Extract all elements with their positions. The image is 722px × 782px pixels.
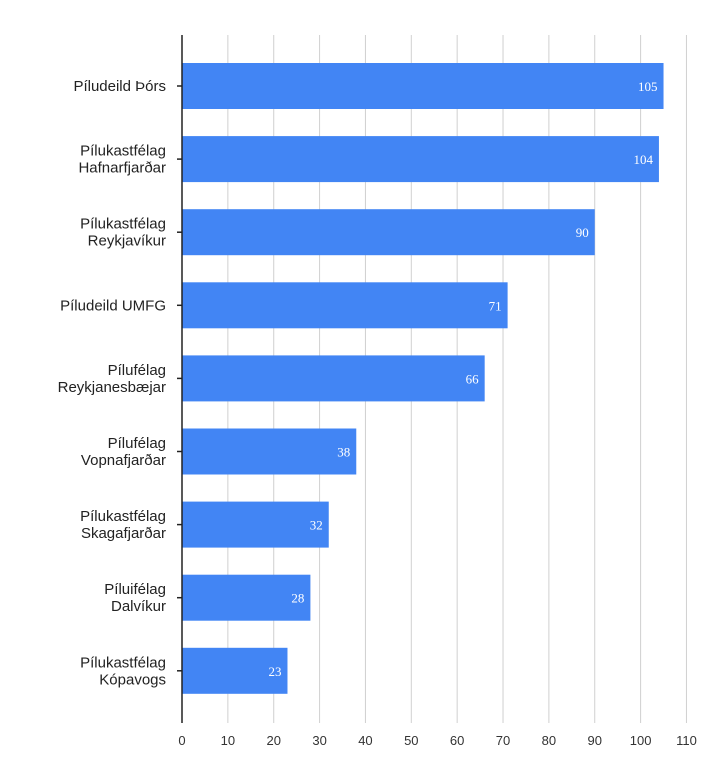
x-tick-label-60: 60 xyxy=(450,733,464,748)
category-label-line: Pílufélag xyxy=(108,362,166,379)
category-label-line: Pílufélag xyxy=(108,435,166,452)
data-label-1: 104 xyxy=(633,152,653,167)
x-tick-label-50: 50 xyxy=(404,733,418,748)
category-label-4: Pílufélag Reykjanesbæjar xyxy=(58,362,166,396)
category-label-line: Píluifélag xyxy=(104,581,166,598)
data-label-6: 32 xyxy=(310,518,323,533)
x-tick-label-0: 0 xyxy=(178,733,185,748)
x-tick-label-100: 100 xyxy=(630,733,652,748)
category-label-line: Kópavogs xyxy=(99,671,166,688)
bar-3 xyxy=(182,282,508,329)
category-label-line: Pílukastfélag xyxy=(80,216,166,233)
category-label-line: Píludeild Þórs xyxy=(73,78,166,95)
bar-0 xyxy=(182,63,664,109)
bar-5 xyxy=(182,428,357,475)
category-label-0: Píludeild Þórs xyxy=(73,78,166,95)
data-label-0: 105 xyxy=(638,79,658,94)
x-tick-label-20: 20 xyxy=(266,733,280,748)
x-tick-label-30: 30 xyxy=(312,733,326,748)
data-label-7: 28 xyxy=(291,591,304,606)
x-tick-label-80: 80 xyxy=(542,733,556,748)
category-label-7: Píluifélag Dalvíkur xyxy=(104,581,166,615)
category-label-line: Vopnafjarðar xyxy=(81,452,166,469)
category-label-6: Pílukastfélag Skagafjarðar xyxy=(80,508,166,542)
category-label-8: Pílukastfélag Kópavogs xyxy=(80,654,166,688)
category-label-line: Pílukastfélag xyxy=(80,654,166,671)
data-label-3: 71 xyxy=(489,298,502,313)
x-tick-label-10: 10 xyxy=(221,733,235,748)
x-tick-labels: 0 10 20 30 40 50 60 70 80 90 100 110 xyxy=(178,733,696,748)
x-tick-label-40: 40 xyxy=(358,733,372,748)
category-label-line: Pílukastfélag xyxy=(80,508,166,525)
category-label-line: Píludeild UMFG xyxy=(60,297,166,314)
category-label-line: Skagafjarðar xyxy=(81,525,166,542)
category-label-line: Dalvíkur xyxy=(111,598,166,615)
category-label-2: Pílukastfélag Reykjavíkur xyxy=(80,216,166,250)
category-label-line: Reykjavíkur xyxy=(88,233,166,250)
category-label-3: Píludeild UMFG xyxy=(60,297,166,314)
category-label-line: Hafnarfjarðar xyxy=(78,160,166,177)
category-label-line: Pílukastfélag xyxy=(80,143,166,160)
category-label-5: Pílufélag Vopnafjarðar xyxy=(81,435,166,469)
bar-1 xyxy=(182,136,659,183)
category-label-line: Reykjanesbæjar xyxy=(58,379,166,396)
bar-6 xyxy=(182,501,329,548)
data-label-4: 66 xyxy=(466,371,480,386)
data-label-5: 38 xyxy=(337,445,350,460)
x-tick-label-70: 70 xyxy=(496,733,510,748)
bar-4 xyxy=(182,355,485,402)
category-label-1: Pílukastfélag Hafnarfjarðar xyxy=(78,143,166,177)
x-tick-label-110: 110 xyxy=(676,733,697,748)
data-label-2: 90 xyxy=(576,225,589,240)
bars-group: 105 104 90 71 66 38 32 28 23 xyxy=(182,63,664,694)
x-tick-label-90: 90 xyxy=(588,733,602,748)
bar-7 xyxy=(182,574,311,621)
bar-8 xyxy=(182,647,288,694)
data-label-8: 23 xyxy=(268,664,281,679)
bar-2 xyxy=(182,209,595,256)
